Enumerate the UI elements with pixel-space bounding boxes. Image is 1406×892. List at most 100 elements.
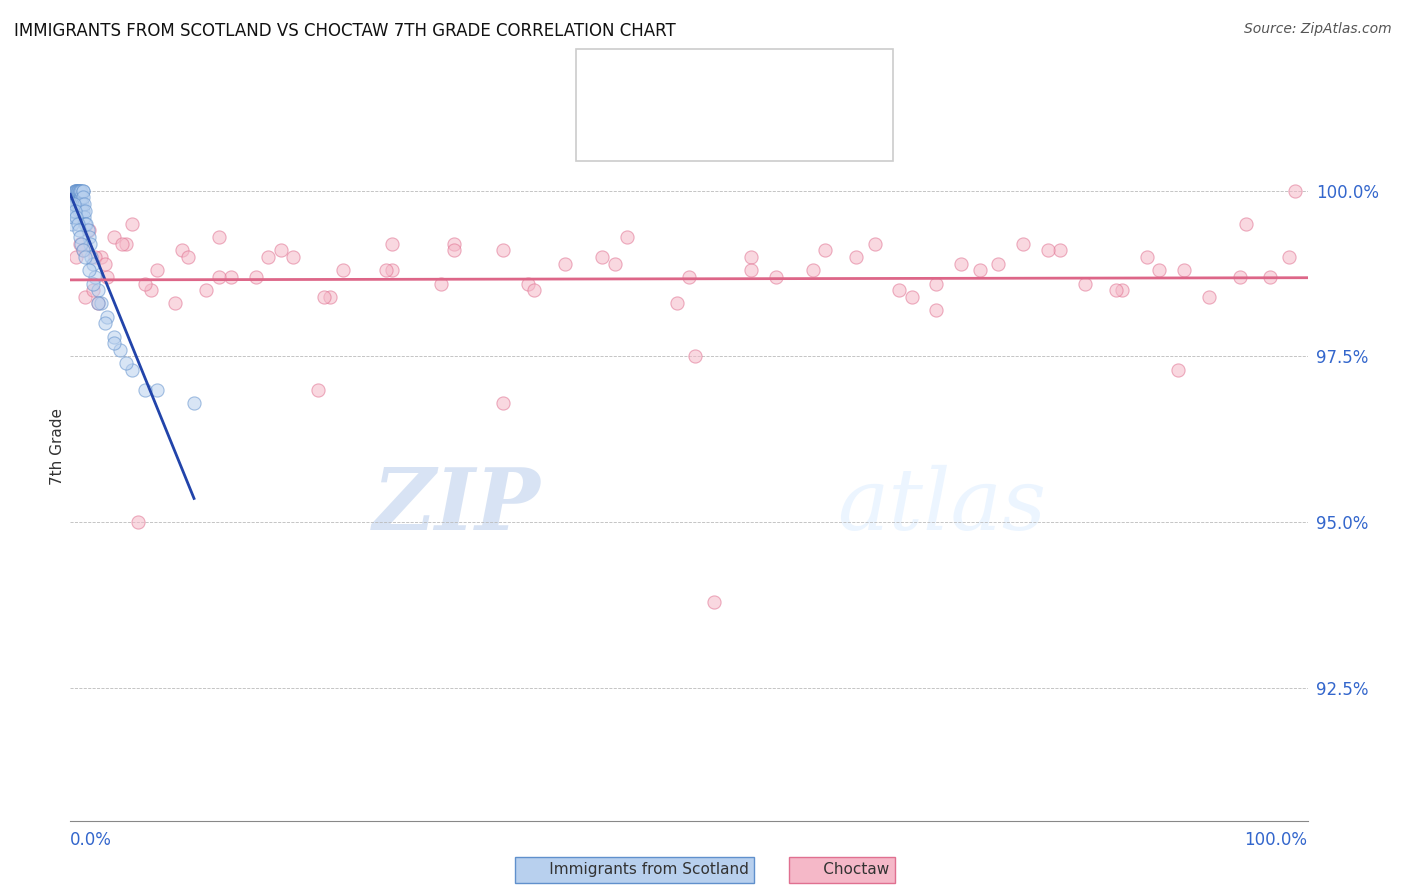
- Point: [121, 217, 143, 231]
- Point: [94, 257, 117, 271]
- Point: [69, 236, 91, 251]
- Point: [1284, 184, 1306, 198]
- Point: [90, 250, 112, 264]
- Point: [73, 211, 96, 225]
- Point: [900, 290, 922, 304]
- Text: R = 0.077   N =  81: R = 0.077 N = 81: [637, 116, 813, 134]
- Point: [183, 396, 205, 410]
- Point: [1049, 244, 1071, 258]
- Point: [591, 250, 613, 264]
- Point: [1234, 217, 1257, 231]
- Point: [146, 263, 169, 277]
- Point: [115, 356, 138, 370]
- Point: [65, 203, 87, 218]
- Point: [86, 296, 108, 310]
- Point: [63, 184, 86, 198]
- Text: IMMIGRANTS FROM SCOTLAND VS CHOCTAW 7TH GRADE CORRELATION CHART: IMMIGRANTS FROM SCOTLAND VS CHOCTAW 7TH …: [14, 22, 676, 40]
- Point: [76, 223, 98, 237]
- Point: [103, 336, 125, 351]
- Point: [63, 190, 86, 204]
- Point: [60, 217, 83, 231]
- Point: [170, 244, 193, 258]
- Point: [134, 277, 156, 291]
- Point: [801, 263, 824, 277]
- Point: [75, 250, 97, 264]
- Point: [62, 203, 84, 218]
- Point: [1167, 363, 1189, 377]
- Point: [492, 244, 515, 258]
- Point: [208, 230, 231, 244]
- Point: [63, 197, 86, 211]
- Point: [66, 197, 89, 211]
- Text: atlas: atlas: [838, 465, 1046, 548]
- Point: [82, 283, 104, 297]
- Point: [82, 277, 104, 291]
- Point: [103, 230, 125, 244]
- Text: ZIP: ZIP: [373, 464, 540, 548]
- Point: [1111, 283, 1133, 297]
- Point: [208, 269, 231, 284]
- Point: [69, 184, 91, 198]
- Point: [146, 383, 169, 397]
- Point: [319, 290, 342, 304]
- Point: [115, 236, 138, 251]
- Point: [75, 217, 97, 231]
- Point: [219, 269, 242, 284]
- Point: [67, 184, 90, 198]
- Point: [65, 184, 87, 198]
- Point: [1136, 250, 1159, 264]
- Point: [94, 316, 117, 330]
- Point: [517, 277, 540, 291]
- Point: [740, 263, 762, 277]
- Point: [1147, 263, 1170, 277]
- Point: [69, 197, 91, 211]
- Point: [139, 283, 162, 297]
- Point: [987, 257, 1010, 271]
- Point: [492, 396, 515, 410]
- Point: [84, 250, 107, 264]
- Point: [72, 184, 94, 198]
- Point: [1012, 236, 1035, 251]
- Point: [332, 263, 354, 277]
- Point: [84, 269, 107, 284]
- Point: [134, 383, 156, 397]
- Point: [270, 244, 292, 258]
- Point: [740, 250, 762, 264]
- Point: [96, 310, 118, 324]
- Point: [73, 197, 96, 211]
- Y-axis label: 7th Grade: 7th Grade: [49, 408, 65, 484]
- Point: [65, 190, 87, 204]
- Point: [683, 350, 706, 364]
- Point: [65, 197, 87, 211]
- Text: R = 0.440   N = 64: R = 0.440 N = 64: [637, 73, 807, 91]
- Point: [75, 217, 97, 231]
- Point: [75, 290, 97, 304]
- Point: [969, 263, 991, 277]
- Point: [430, 277, 453, 291]
- Point: [925, 303, 948, 318]
- Point: [1260, 269, 1282, 284]
- Point: [67, 223, 90, 237]
- Point: [67, 184, 90, 198]
- Point: [443, 244, 465, 258]
- Point: [70, 203, 93, 218]
- Point: [1074, 277, 1097, 291]
- Text: Immigrants from Scotland: Immigrants from Scotland: [520, 863, 749, 877]
- Point: [66, 184, 89, 198]
- Point: [281, 250, 304, 264]
- Point: [889, 283, 911, 297]
- Point: [845, 250, 868, 264]
- Point: [65, 184, 87, 198]
- Point: [69, 190, 91, 204]
- Point: [1036, 244, 1059, 258]
- Point: [554, 257, 576, 271]
- Text: Choctaw: Choctaw: [794, 863, 890, 877]
- Point: [703, 595, 725, 609]
- Point: [195, 283, 218, 297]
- Point: [63, 197, 86, 211]
- Point: [814, 244, 837, 258]
- Point: [72, 190, 94, 204]
- Point: [90, 296, 112, 310]
- Point: [127, 515, 149, 529]
- Text: 0.0%: 0.0%: [70, 830, 112, 848]
